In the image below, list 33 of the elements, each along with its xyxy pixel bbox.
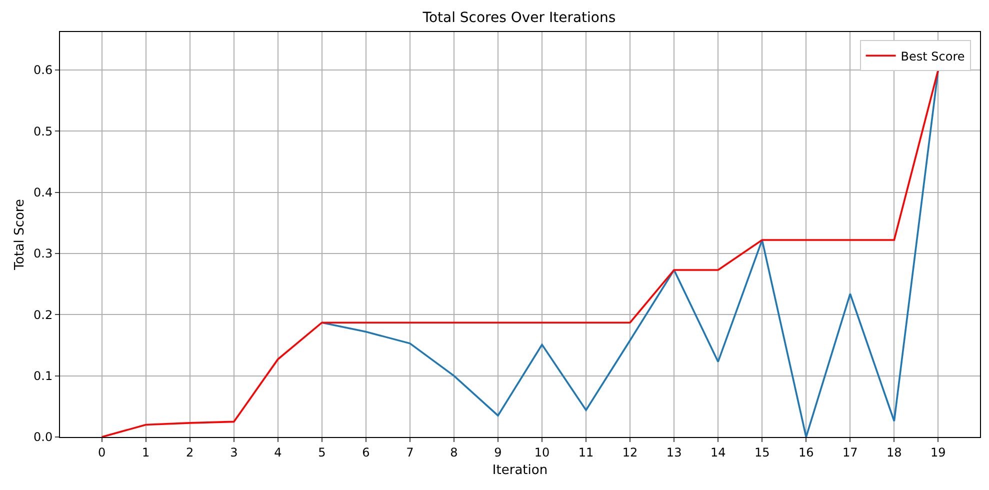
x-tick-label: 14 <box>710 445 726 460</box>
x-tick-label: 9 <box>494 445 502 460</box>
x-tick-label: 4 <box>274 445 282 460</box>
x-tick-label: 10 <box>534 445 550 460</box>
y-tick-label: 0.1 <box>34 369 53 384</box>
x-tick-label: 19 <box>930 445 946 460</box>
x-tick-label: 8 <box>450 445 458 460</box>
y-tick-label: 0.2 <box>34 308 53 322</box>
y-tick-label: 0.4 <box>34 185 53 200</box>
y-tick-label: 0.0 <box>34 430 53 444</box>
x-tick-label: 12 <box>622 445 638 460</box>
x-tick-label: 3 <box>230 445 238 460</box>
y-axis-title: Total Score <box>12 199 28 271</box>
x-tick-label: 16 <box>798 445 814 460</box>
y-tick-label: 0.5 <box>34 124 53 138</box>
x-tick-label: 13 <box>666 445 682 460</box>
legend-label: Best Score <box>900 49 965 64</box>
line-series <box>100 69 940 437</box>
x-tick-label: 17 <box>842 445 858 460</box>
x-axis-title: Iteration <box>492 463 548 478</box>
chart-title: Total Scores Over Iterations <box>422 10 616 26</box>
x-tick-label: 7 <box>406 445 414 460</box>
x-tick-label: 2 <box>186 445 194 460</box>
x-tick-label: 15 <box>754 445 770 460</box>
x-tick-label: 6 <box>362 445 370 460</box>
line-series <box>321 69 940 437</box>
x-tick-label: 11 <box>578 445 594 460</box>
y-tick-label: 0.3 <box>34 246 53 261</box>
x-tick-label: 18 <box>886 445 902 460</box>
x-tick-label: 1 <box>142 445 150 460</box>
y-tick-label: 0.6 <box>34 63 53 78</box>
x-tick-label: 5 <box>318 445 326 460</box>
x-tick-label: 0 <box>98 445 106 460</box>
